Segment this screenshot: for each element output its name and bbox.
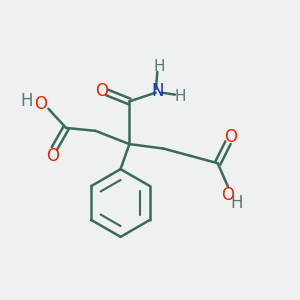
Text: O: O xyxy=(224,128,238,146)
Text: H: H xyxy=(153,59,165,74)
Text: H: H xyxy=(231,194,243,212)
Text: N: N xyxy=(151,82,164,100)
Text: O: O xyxy=(95,82,109,100)
Text: H: H xyxy=(20,92,33,110)
Text: O: O xyxy=(34,95,48,113)
Text: H: H xyxy=(175,88,186,104)
Text: O: O xyxy=(221,186,235,204)
Text: O: O xyxy=(46,147,59,165)
